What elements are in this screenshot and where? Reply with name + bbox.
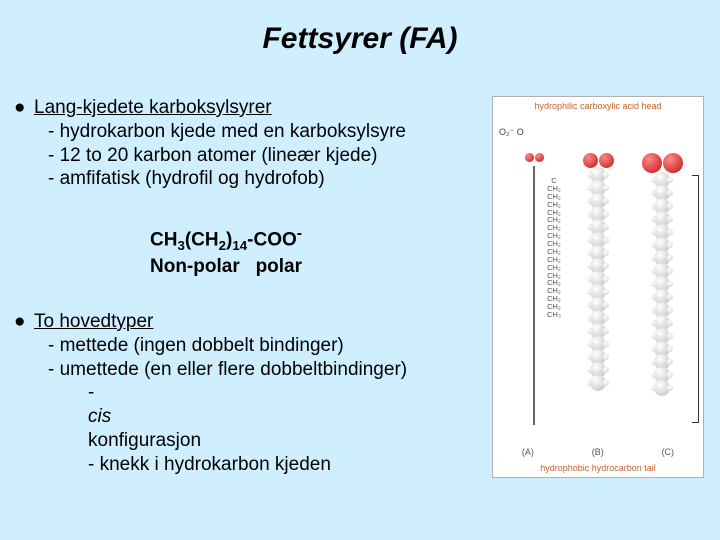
bullet-1-line-2: - 12 to 20 karbon atomer (lineær kjede) [34,144,406,168]
figure-chain-c [637,153,687,427]
bullet-2-line-2: - umettede (en eller flere dobbeltbindin… [34,358,407,382]
formula-part: CH [150,229,177,250]
bullet-2-text: To hovedtyper - mettede (ingen dobbelt b… [34,310,407,476]
bullet-2-head: To hovedtyper [34,310,407,334]
slide: Fettsyrer (FA) ● Lang-kjedete karboksyls… [0,0,720,540]
formula-labels: Non-polar polar [150,255,302,279]
bullet-2: ● To hovedtyper - mettede (ingen dobbelt… [14,310,484,476]
formula-sub: 2 [219,238,226,253]
bullet-marker: ● [14,310,34,476]
bullet-2-line-1: - mettede (ingen dobbelt bindinger) [34,334,407,358]
fatty-acid-figure: hydrophilic carboxylic acid head O₂⁻ O C… [492,96,704,478]
formula-line: CH3(CH2)14-COO- [150,224,302,255]
label-polar: polar [256,256,302,277]
bullet-marker: ● [14,96,34,191]
figure-top-label: hydrophilic carboxylic acid head [493,101,703,111]
figure-bottom-label: hydrophobic hydrocarbon tail [493,463,703,473]
bullet-2-line-3: - cis konfigurasjon [34,381,407,452]
bullet-1-head: Lang-kjedete karboksylsyrer [34,96,406,120]
bullet-1-line-1: - hydrokarbon kjede med en karboksylsyre [34,120,406,144]
formula-block: CH3(CH2)14-COO- Non-polar polar [150,224,302,278]
bullet-1-text: Lang-kjedete karboksylsyrer - hydrokarbo… [34,96,406,191]
bullet-2-line-4: - knekk i hydrokarbon kjeden [34,453,407,477]
figure-chain-b [573,153,623,427]
bullet-block-2: ● To hovedtyper - mettede (ingen dobbelt… [14,310,484,482]
slide-title: Fettsyrer (FA) [0,22,720,56]
figure-sublabel-c: (C) [662,447,675,457]
formula-sup: - [297,225,302,242]
figure-oxy-label: O₂⁻ O [499,127,524,138]
figure-sublabel-a: (A) [522,447,534,457]
figure-sublabel-b: (B) [592,447,604,457]
label-nonpolar: Non-polar [150,256,240,277]
formula-part: (CH [185,229,219,250]
figure-sublabels: (A) (B) (C) [493,447,703,457]
bullet-1: ● Lang-kjedete karboksylsyrer - hydrokar… [14,96,484,191]
bullet-block-1: ● Lang-kjedete karboksylsyrer - hydrokar… [14,96,484,197]
figure-chain-a [509,153,559,427]
formula-part: -COO [247,229,297,250]
formula-sub: 14 [232,238,247,253]
formula-sub: 3 [177,238,184,253]
bullet-1-line-3: - amfifatisk (hydrofil og hydrofob) [34,167,406,191]
figure-bracket [692,175,699,423]
